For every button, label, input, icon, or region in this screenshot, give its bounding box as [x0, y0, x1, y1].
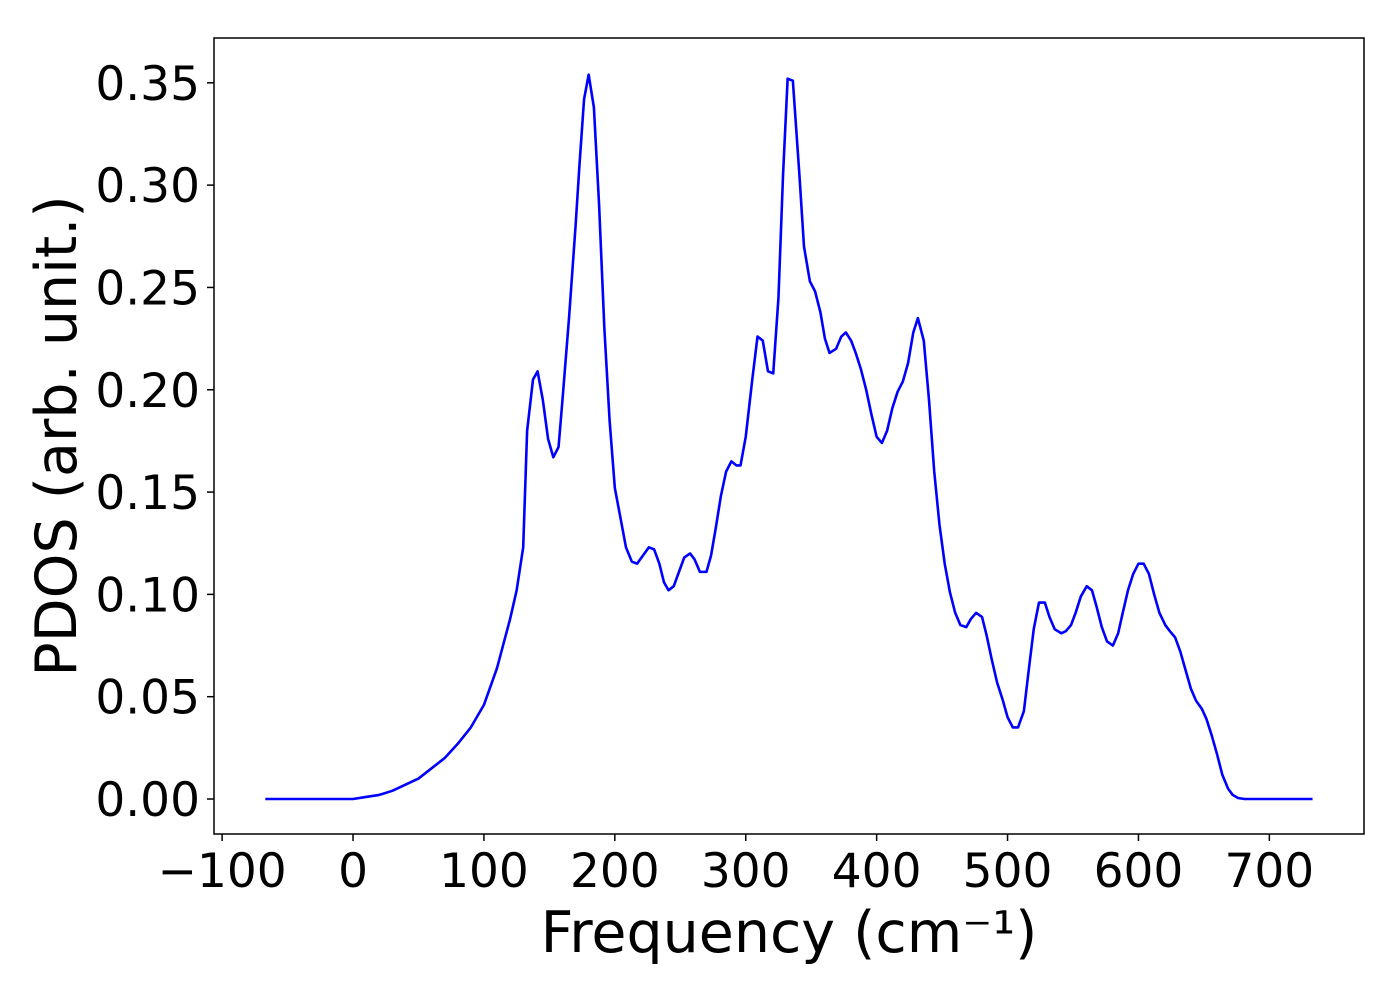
pdos-line [265, 73, 1313, 801]
x-axis-label: Frequency (cm⁻¹) [541, 900, 1038, 966]
x-tick-label: 500 [963, 844, 1053, 899]
x-tick-label: −100 [158, 844, 287, 899]
x-tick-label: 700 [1224, 844, 1314, 899]
y-tick-label: 0.15 [95, 466, 200, 521]
x-tick-label: 300 [701, 844, 791, 899]
y-tick-label: 0.35 [95, 57, 200, 112]
y-tick-label: 0.05 [95, 671, 200, 726]
y-tick-label: 0.10 [95, 568, 200, 623]
y-tick-label: 0.00 [95, 773, 200, 828]
y-tick-label: 0.20 [95, 364, 200, 419]
y-axis-label: PDOS (arb. unit.) [24, 195, 90, 676]
x-tick-label: 200 [570, 844, 660, 899]
x-tick-label: 600 [1094, 844, 1184, 899]
x-tick-label: 100 [439, 844, 529, 899]
x-tick-label: 0 [338, 844, 368, 899]
y-tick-label: 0.25 [95, 261, 200, 316]
y-tick-label: 0.30 [95, 159, 200, 214]
x-tick-label: 400 [832, 844, 922, 899]
plot-frame [213, 37, 1365, 835]
